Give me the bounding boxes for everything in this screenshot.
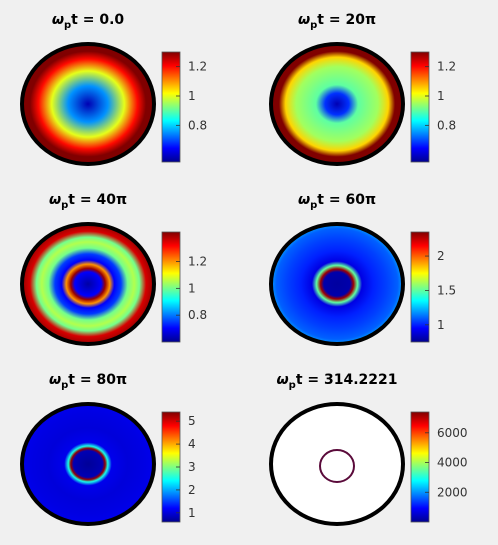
colorbar [410, 51, 430, 163]
title-subscript: p [310, 200, 318, 211]
panel-4: ωpt = 60π 1 1.5 2 [249, 180, 498, 360]
title-subscript: p [61, 200, 69, 211]
title-symbol: ω [48, 192, 62, 208]
panel-title: ωpt = 60π [249, 192, 425, 211]
title-subscript: p [310, 20, 318, 31]
title-text: t = 0.0 [71, 12, 125, 28]
title-symbol: ω [297, 192, 311, 208]
colorbar-tick-label: 1 [188, 89, 196, 103]
title-subscript: p [61, 380, 69, 391]
plot-svg: 0.8 1 1.2 [269, 42, 456, 166]
panel-5: ωpt = 80π 1 2 3 4 5 [0, 360, 249, 540]
panel-3: ωpt = 40π 0.8 1 1.2 [0, 180, 249, 360]
plot-svg: 0.8 1 1.2 [20, 222, 207, 346]
title-symbol: ω [297, 12, 311, 28]
colorbar-tick-label: 1.2 [437, 60, 456, 74]
colorbar [161, 231, 181, 343]
colorbar-tick-label: 3 [188, 460, 196, 474]
plot-svg: 0.8 1 1.2 [20, 42, 207, 166]
density-disk [269, 42, 405, 166]
panel-title: ωpt = 40π [0, 192, 176, 211]
density-disk [269, 402, 405, 526]
title-symbol: ω [48, 372, 62, 388]
colorbar-tick-label: 1.2 [188, 60, 207, 74]
title-subscript: p [64, 20, 72, 31]
panel-title: ωpt = 20π [249, 12, 425, 31]
colorbar-tick-label: 0.8 [437, 118, 456, 132]
title-text: t = 80π [68, 372, 128, 388]
title-text: t = 60π [317, 192, 377, 208]
colorbar-tick-label: 4000 [437, 456, 468, 470]
colorbar-tick-label: 2 [437, 249, 445, 263]
title-text: t = 40π [68, 192, 128, 208]
panel-title: ωpt = 0.0 [0, 12, 176, 31]
colorbar-tick-label: 1 [437, 318, 445, 332]
colorbar-tick-label: 4 [188, 437, 196, 451]
panel-title: ωpt = 314.2221 [249, 372, 425, 391]
colorbar-tick-label: 0.8 [188, 308, 207, 322]
colorbar-tick-label: 1 [437, 89, 445, 103]
plot-svg: 2000 4000 6000 [269, 402, 468, 526]
colorbar-tick-label: 5 [188, 414, 196, 428]
title-symbol: ω [51, 12, 64, 28]
title-text: t = 20π [317, 12, 377, 28]
title-symbol: ω [276, 372, 289, 388]
title-text: t = 314.2221 [295, 372, 398, 388]
colorbar-tick-label: 6000 [437, 426, 468, 440]
colorbar-tick-label: 0.8 [188, 118, 207, 132]
density-disk [20, 402, 156, 526]
density-disk [269, 222, 405, 346]
colorbar-tick-label: 1.2 [188, 255, 207, 269]
density-disk [20, 42, 156, 166]
colorbar-tick-label: 1 [188, 281, 196, 295]
inner-ring [319, 449, 355, 483]
plot-svg: 1 2 3 4 5 [20, 402, 196, 526]
colorbar-tick-label: 1.5 [437, 283, 456, 297]
plot-svg: 11.52 [269, 222, 456, 346]
panel-title: ωpt = 80π [0, 372, 176, 391]
panel-6: ωpt = 314.2221 2000 4000 6000 [249, 360, 498, 540]
colorbar-tick-label: 1 [188, 506, 196, 520]
colorbar [161, 51, 181, 163]
density-disk [20, 222, 156, 346]
colorbar [410, 411, 430, 523]
colorbar-tick-label: 2 [188, 483, 196, 497]
colorbar-tick-label: 2000 [437, 485, 468, 499]
panel-1: ωpt = 0.0 0.8 1 1.2 [0, 0, 249, 180]
title-subscript: p [288, 380, 296, 391]
colorbar [410, 231, 430, 343]
panel-2: ωpt = 20π 0.8 1 1.2 [249, 0, 498, 180]
